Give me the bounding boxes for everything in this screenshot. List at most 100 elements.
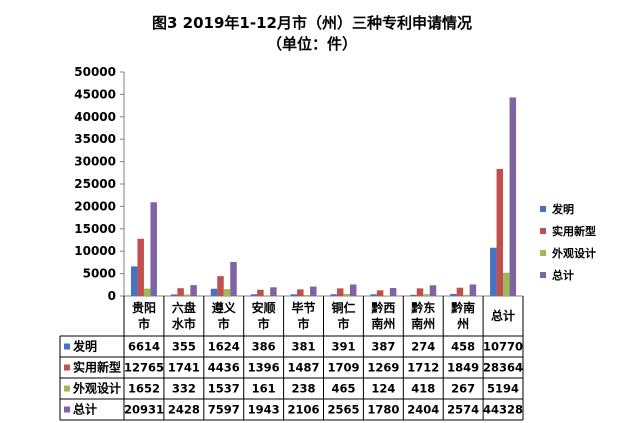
bar bbox=[383, 295, 390, 296]
legend-label: 实用新型 bbox=[552, 225, 596, 238]
table-series-name: 实用新型 bbox=[73, 360, 121, 375]
bar bbox=[297, 289, 304, 296]
bar bbox=[503, 272, 510, 296]
x-tick-label: 市 bbox=[258, 316, 270, 331]
table-cell-value: 1487 bbox=[288, 361, 320, 375]
x-tick-label: 黔东 bbox=[411, 300, 435, 315]
bar bbox=[270, 287, 277, 296]
bar bbox=[290, 294, 298, 296]
legend-label: 总计 bbox=[552, 269, 574, 282]
table-cell-value: 5194 bbox=[487, 382, 519, 396]
table-cell-value: 1943 bbox=[248, 403, 280, 417]
legend-swatch bbox=[540, 250, 546, 256]
table-cell-value: 332 bbox=[172, 382, 196, 396]
x-tick-label: 铜仁 bbox=[331, 300, 355, 315]
table-cell-value: 274 bbox=[411, 340, 435, 354]
table-cell-value: 2565 bbox=[327, 403, 359, 417]
x-tick-label: 市 bbox=[298, 316, 310, 331]
table-cell-value: 381 bbox=[292, 340, 316, 354]
bar bbox=[217, 276, 224, 296]
table-series-name: 外观设计 bbox=[73, 381, 121, 396]
bar bbox=[423, 294, 430, 296]
chart-legend: 发明 实用新型 外观设计 总计 bbox=[540, 198, 596, 286]
bar bbox=[250, 294, 258, 296]
table-cell-value: 1537 bbox=[208, 382, 240, 396]
table-cell-value: 267 bbox=[451, 382, 475, 396]
y-tick-label: 50000 bbox=[74, 65, 116, 79]
y-tick-label: 0 bbox=[108, 289, 116, 303]
x-tick-label: 市 bbox=[138, 316, 150, 331]
table-cell-value: 391 bbox=[331, 340, 355, 354]
bar bbox=[490, 247, 497, 296]
table-cell-value: 28364 bbox=[483, 361, 523, 375]
legend-item: 发明 bbox=[540, 198, 596, 220]
table-cell-value: 2106 bbox=[288, 403, 320, 417]
bar bbox=[389, 288, 397, 296]
bar bbox=[343, 293, 350, 296]
table-cell-value: 2404 bbox=[407, 403, 439, 417]
bar bbox=[330, 294, 337, 296]
table-cell-value: 1712 bbox=[407, 361, 439, 375]
table-cell-value: 2574 bbox=[447, 403, 479, 417]
x-tick-label: 毕节 bbox=[292, 300, 316, 315]
y-tick-label: 40000 bbox=[74, 110, 116, 124]
bar bbox=[137, 238, 144, 296]
legend-item: 总计 bbox=[540, 264, 596, 286]
bar bbox=[376, 290, 384, 296]
bar bbox=[410, 294, 417, 296]
table-cell-value: 1624 bbox=[208, 340, 240, 354]
table-cell-value: 1396 bbox=[248, 361, 280, 375]
table-series-name: 发明 bbox=[72, 339, 97, 354]
bar bbox=[416, 288, 424, 296]
table-cell-value: 458 bbox=[451, 340, 475, 354]
x-tick-label: 市 bbox=[337, 316, 349, 331]
table-cell-value: 238 bbox=[292, 382, 316, 396]
bar bbox=[130, 266, 138, 296]
legend-swatch bbox=[540, 206, 546, 212]
x-tick-label: 南州 bbox=[371, 316, 395, 331]
y-tick-label: 45000 bbox=[74, 87, 116, 101]
y-tick-label: 35000 bbox=[74, 132, 116, 146]
table-cell-value: 1269 bbox=[367, 361, 399, 375]
legend-item: 实用新型 bbox=[540, 220, 596, 242]
table-cell-value: 7597 bbox=[208, 403, 240, 417]
bar bbox=[210, 288, 218, 296]
table-cell-value: 4436 bbox=[208, 361, 240, 375]
table-cell-value: 6614 bbox=[128, 340, 160, 354]
table-cell-value: 1652 bbox=[128, 382, 160, 396]
y-tick-label: 25000 bbox=[74, 177, 116, 191]
table-cell-value: 386 bbox=[252, 340, 276, 354]
bar bbox=[170, 294, 178, 296]
table-legend-swatch bbox=[64, 406, 70, 413]
table-cell-value: 355 bbox=[172, 340, 196, 354]
bar bbox=[257, 289, 264, 296]
bar bbox=[509, 97, 517, 297]
legend-label: 发明 bbox=[552, 203, 574, 216]
y-tick-label: 30000 bbox=[74, 155, 116, 169]
table-cell-value: 161 bbox=[252, 382, 276, 396]
x-tick-label: 遵义 bbox=[212, 300, 237, 315]
chart-title: 图3 2019年1-12月市（州）三种专利申请情况 bbox=[152, 14, 472, 32]
table-series-name: 总计 bbox=[73, 402, 97, 417]
table-cell-value: 12765 bbox=[124, 361, 164, 375]
table-cell-value: 1849 bbox=[447, 361, 479, 375]
bar bbox=[456, 287, 464, 296]
bar bbox=[183, 294, 191, 296]
x-tick-label: 市 bbox=[218, 316, 230, 331]
bar bbox=[370, 294, 377, 296]
table-cell-value: 2428 bbox=[168, 403, 200, 417]
y-tick-label: 10000 bbox=[74, 244, 116, 258]
table-cell-value: 1780 bbox=[367, 403, 399, 417]
x-tick-label: 黔西 bbox=[371, 300, 395, 315]
x-tick-label: 贵阳 bbox=[132, 300, 156, 315]
bar bbox=[469, 284, 477, 296]
x-tick-label: 黔南 bbox=[451, 300, 475, 315]
bar bbox=[303, 294, 311, 296]
legend-swatch bbox=[540, 272, 546, 278]
y-tick-label: 5000 bbox=[83, 267, 116, 281]
table-legend-swatch bbox=[64, 343, 70, 350]
bar bbox=[349, 284, 357, 296]
x-tick-label: 南州 bbox=[411, 316, 435, 331]
chart-subtitle: （单位：件） bbox=[266, 35, 357, 53]
